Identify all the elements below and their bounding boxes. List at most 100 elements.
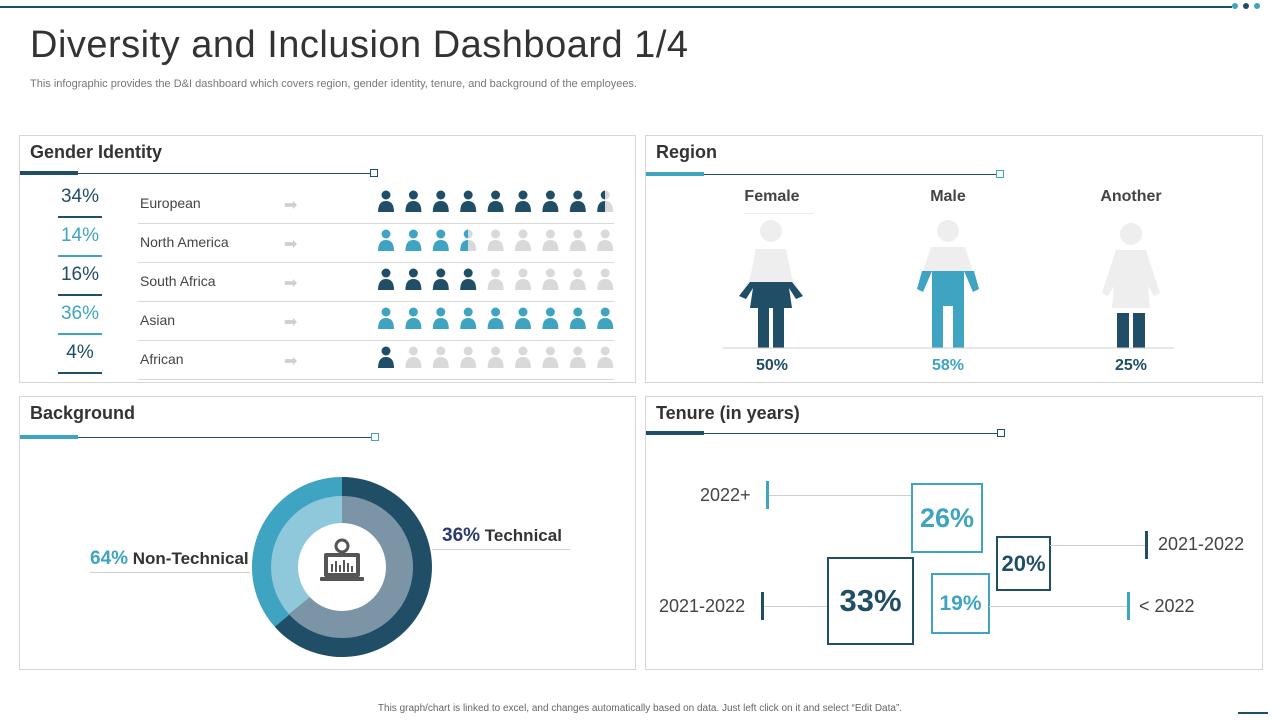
tenure-box-19: 19% [931, 573, 990, 634]
tenure-panel[interactable]: Tenure (in years) 2022+ 26% 20% 2021-202… [645, 396, 1263, 670]
people-icons [378, 190, 614, 212]
people-icons [378, 346, 614, 368]
region-label-male: Male [930, 188, 966, 205]
tenure-label-2021-2022-left: 2021-2022 [659, 596, 746, 616]
row-region: European [140, 195, 201, 211]
tenure-label-2021-2022-right: 2021-2022 [1158, 534, 1245, 554]
background-underline [20, 433, 379, 441]
person-icon [432, 190, 449, 212]
female-figure-icon [739, 220, 803, 348]
gender-identity-underline [20, 169, 378, 177]
person-icon [569, 268, 586, 290]
person-icon [460, 307, 477, 329]
gender-identity-panel[interactable]: Gender Identity 34% European ➡ 14% North… [19, 135, 636, 383]
person-icon [487, 190, 504, 212]
technical-pct: 36% [442, 525, 481, 546]
top-rule [0, 6, 1232, 8]
person-icon [487, 346, 504, 368]
person-icon [487, 268, 504, 290]
person-icon [569, 346, 586, 368]
person-icon [405, 229, 422, 251]
person-icon [515, 190, 531, 212]
tenure-box-26: 26% [911, 483, 983, 553]
row-region: African [140, 351, 184, 367]
tenure-box-20: 20% [996, 536, 1051, 591]
gender-identity-title: Gender Identity [30, 142, 163, 162]
row-pct: 34% [60, 186, 100, 207]
tick [766, 481, 769, 509]
tick [761, 592, 764, 620]
person-icon [460, 346, 477, 368]
row-pct: 14% [60, 225, 100, 246]
gender-row-asian: 36% Asian ➡ [58, 303, 614, 341]
arrow-icon: ➡ [284, 236, 298, 253]
technical-text: Technical [484, 526, 562, 545]
gender-row-south-africa: 16% South Africa ➡ [58, 264, 614, 302]
person-icon [569, 190, 586, 212]
person-icon [432, 268, 449, 290]
region-underline [646, 170, 1004, 178]
person-icon [432, 307, 449, 329]
person-icon [569, 307, 586, 329]
person-icon [542, 346, 559, 368]
person-icon [405, 268, 422, 290]
row-pct: 16% [60, 264, 100, 285]
background-donut-chart [251, 477, 432, 657]
person-icon [405, 307, 422, 329]
gender-row-european: 34% European ➡ [58, 186, 614, 224]
person-icon [378, 268, 394, 290]
person-icon [460, 190, 477, 212]
tenure-underline [646, 429, 1005, 437]
people-icons [378, 229, 614, 251]
another-figure-icon [1102, 223, 1160, 348]
person-icon [405, 190, 422, 212]
person-icon [487, 307, 504, 329]
person-icon [542, 307, 559, 329]
region-label-female: Female [744, 188, 800, 205]
person-icon [597, 268, 614, 290]
arrow-icon: ➡ [284, 314, 298, 331]
person-icon [378, 229, 394, 251]
top-dots-decoration [1232, 3, 1260, 9]
person-icon [378, 346, 394, 368]
person-icon [432, 346, 449, 368]
region-figures [723, 220, 1174, 349]
tenure-box-33: 33% [827, 557, 914, 645]
row-pct: 36% [60, 303, 100, 324]
nontechnical-pct: 64% [90, 548, 129, 569]
region-pct-female: 50% [755, 357, 789, 374]
person-icon [597, 190, 614, 212]
person-icon [542, 190, 559, 212]
tick [1127, 592, 1130, 620]
region-title: Region [656, 142, 717, 162]
region-panel[interactable]: Region Female Male Another [645, 135, 1263, 383]
person-icon [515, 307, 531, 329]
nontechnical-inner-ring [271, 496, 342, 615]
person-icon [460, 229, 477, 251]
laptop-gear-icon [320, 538, 364, 581]
region-pct-another: 25% [1114, 357, 1148, 374]
nontechnical-text: Non-Technical [132, 549, 249, 568]
person-icon [460, 268, 477, 290]
footer-note: This graph/chart is linked to excel, and… [377, 703, 903, 714]
footer-dash [1238, 712, 1268, 714]
person-icon [378, 190, 394, 212]
arrow-icon: ➡ [284, 275, 298, 292]
background-panel[interactable]: Background 36% Technical 64% Non-Technic… [19, 396, 636, 670]
person-icon [542, 268, 559, 290]
person-icon [597, 307, 614, 329]
person-icon [597, 346, 614, 368]
person-icon [487, 229, 504, 251]
row-region: North America [140, 234, 229, 250]
technical-label: 36% Technical [442, 525, 562, 547]
tenure-label-before-2022: < 2022 [1139, 596, 1195, 616]
region-pct-male: 58% [931, 357, 965, 374]
person-icon [597, 229, 614, 251]
people-icons [378, 268, 614, 290]
person-icon [515, 346, 531, 368]
person-icon [378, 307, 394, 329]
people-icons [378, 307, 614, 329]
row-pct: 4% [66, 342, 94, 363]
gender-row-north-america: 14% North America ➡ [58, 225, 614, 263]
background-title: Background [30, 403, 136, 423]
